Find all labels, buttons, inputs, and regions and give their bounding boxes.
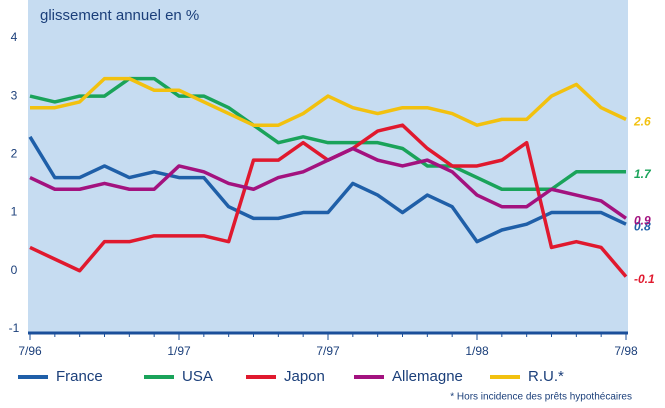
legend-label: Allemagne [392,368,463,385]
legend-label: Japon [284,368,325,385]
plot-background [28,0,628,333]
y-tick-label: 4 [11,30,18,44]
y-tick-label: -1 [9,321,20,335]
end-value-label: -0.1 [634,272,655,286]
x-tick-label: 7/96 [18,344,42,358]
y-tick-label: 0 [11,263,18,277]
end-value-label: 0.8 [634,219,651,233]
chart-title: glissement annuel en % [40,7,199,24]
legend-label: France [56,368,103,385]
y-tick-label: 2 [11,146,18,160]
y-tick-label: 3 [11,88,18,102]
footnote: * Hors incidence des prêts hypothécaires [450,392,632,403]
series-line [28,135,627,244]
end-value-label: 0.9 [634,214,651,228]
x-tick-label: 1/97 [167,344,191,358]
x-tick-label: 7/97 [316,344,340,358]
x-tick-label: 1/98 [465,344,489,358]
end-value-label: 1.7 [634,167,652,181]
x-tick-label: 7/98 [614,344,638,358]
series-line [29,146,628,220]
end-value-label: 2.6 [633,115,651,129]
legend-label: R.U.* [528,368,564,385]
y-tick-label: 1 [11,205,18,219]
legend-label: USA [182,368,213,385]
series-line [30,76,627,127]
